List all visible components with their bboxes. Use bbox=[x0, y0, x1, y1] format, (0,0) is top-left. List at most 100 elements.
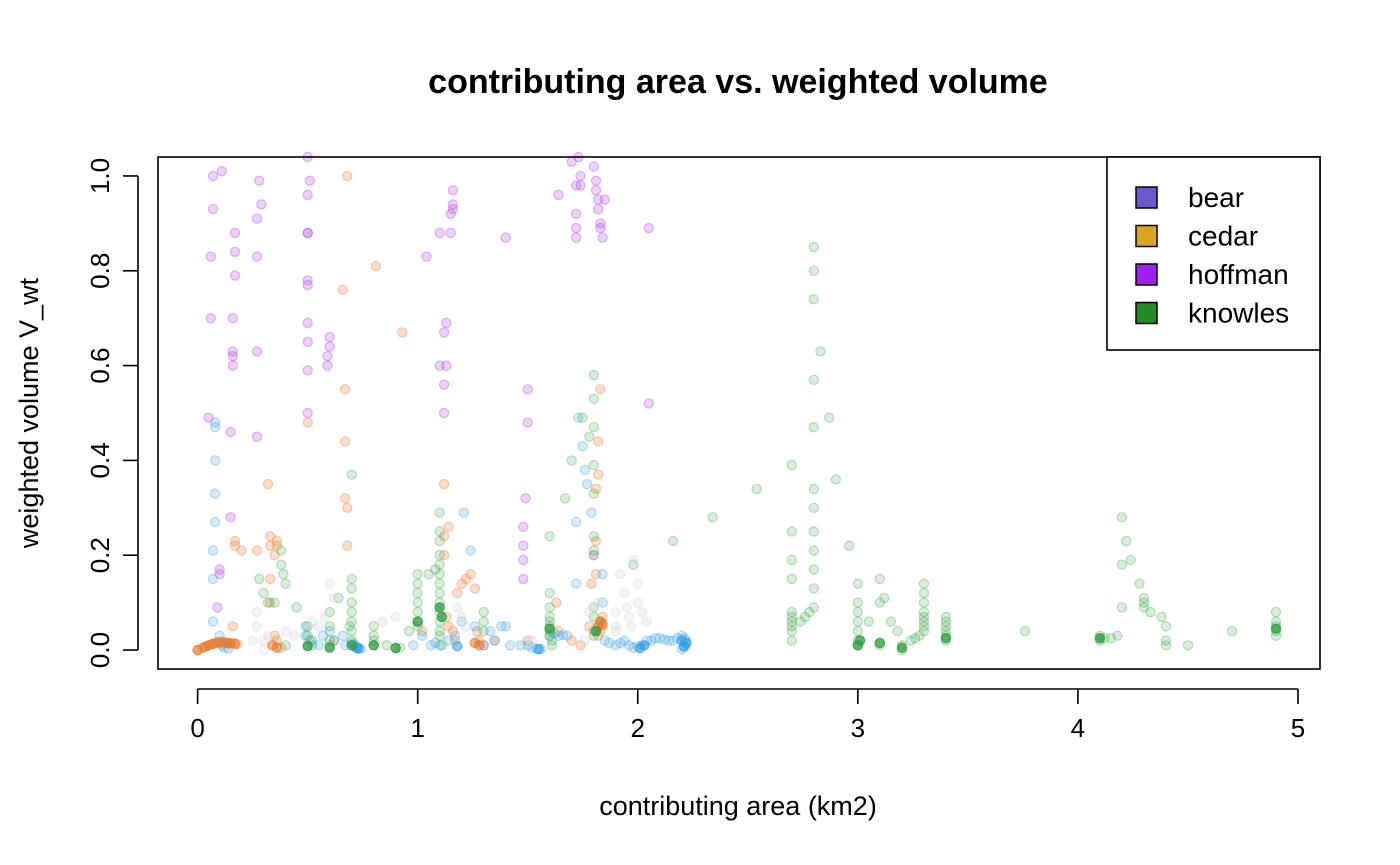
legend-label-cedar: cedar bbox=[1188, 221, 1258, 252]
data-point bbox=[1182, 640, 1194, 651]
data-point bbox=[522, 417, 533, 428]
data-point bbox=[544, 531, 555, 542]
data-point bbox=[544, 587, 555, 599]
data-point bbox=[874, 597, 886, 608]
data-point bbox=[570, 232, 582, 243]
data-point bbox=[262, 630, 274, 642]
data-point bbox=[590, 483, 602, 495]
data-point bbox=[302, 621, 313, 632]
data-point bbox=[852, 616, 864, 627]
data-point bbox=[227, 360, 238, 371]
data-point bbox=[504, 640, 516, 651]
data-point bbox=[276, 559, 287, 570]
data-point bbox=[570, 578, 582, 589]
data-point bbox=[344, 621, 355, 632]
data-point bbox=[434, 630, 445, 642]
data-point bbox=[940, 616, 952, 627]
data-point bbox=[251, 545, 263, 556]
data-point bbox=[533, 643, 544, 655]
data-point bbox=[390, 642, 401, 654]
data-point bbox=[412, 606, 423, 618]
data-point bbox=[271, 642, 282, 653]
data-point bbox=[434, 569, 445, 580]
data-point bbox=[436, 640, 448, 651]
data-point bbox=[229, 246, 241, 257]
data-point bbox=[207, 545, 219, 556]
data-point bbox=[328, 592, 340, 604]
data-point bbox=[434, 227, 445, 239]
data-point bbox=[918, 578, 930, 589]
data-point bbox=[650, 633, 661, 644]
data-point bbox=[786, 616, 798, 627]
data-point bbox=[588, 459, 600, 471]
data-point bbox=[588, 161, 600, 172]
data-point bbox=[566, 635, 577, 646]
data-point bbox=[1125, 554, 1136, 566]
data-point bbox=[786, 611, 798, 623]
data-point bbox=[302, 365, 313, 376]
data-point bbox=[434, 559, 445, 570]
data-point bbox=[324, 341, 335, 352]
data-point bbox=[421, 251, 432, 262]
data-point bbox=[280, 640, 291, 651]
x-tick-label: 3 bbox=[851, 713, 865, 743]
data-point bbox=[460, 573, 472, 585]
data-point bbox=[254, 175, 265, 186]
data-point bbox=[786, 625, 798, 637]
data-point bbox=[559, 493, 571, 504]
data-point bbox=[643, 398, 655, 409]
data-point bbox=[641, 616, 652, 627]
data-point bbox=[1112, 630, 1123, 642]
data-point bbox=[412, 578, 423, 589]
data-point bbox=[302, 630, 313, 642]
data-point bbox=[562, 630, 573, 642]
series-knowles bbox=[254, 241, 1282, 656]
data-point bbox=[452, 587, 463, 599]
data-point bbox=[469, 583, 481, 594]
data-point bbox=[707, 512, 718, 523]
data-point bbox=[225, 426, 236, 438]
data-point bbox=[610, 606, 622, 618]
data-point bbox=[478, 625, 489, 637]
data-point bbox=[346, 640, 357, 651]
data-point bbox=[597, 232, 608, 243]
data-point bbox=[852, 597, 864, 608]
data-point bbox=[313, 621, 324, 632]
data-point bbox=[795, 616, 806, 627]
data-point bbox=[346, 625, 357, 637]
data-point bbox=[896, 642, 908, 653]
data-point bbox=[397, 327, 408, 338]
data-point bbox=[456, 578, 467, 589]
data-point bbox=[1116, 602, 1128, 613]
data-point bbox=[518, 573, 529, 585]
data-point bbox=[610, 621, 622, 632]
data-point bbox=[460, 621, 472, 632]
data-point bbox=[588, 550, 600, 561]
data-point bbox=[786, 554, 798, 566]
data-point bbox=[324, 578, 335, 589]
data-point bbox=[324, 331, 335, 343]
data-point bbox=[588, 488, 600, 499]
data-point bbox=[597, 597, 608, 608]
data-point bbox=[207, 573, 219, 585]
data-point bbox=[597, 618, 608, 630]
data-point bbox=[557, 629, 569, 641]
data-point bbox=[225, 512, 236, 523]
data-point bbox=[570, 516, 582, 528]
data-point bbox=[628, 554, 639, 566]
data-point bbox=[1121, 535, 1132, 547]
legend-label-bear: bear bbox=[1188, 182, 1244, 213]
y-axis: 0.0 0.2 0.4 0.6 0.8 1.0 bbox=[85, 158, 139, 668]
data-point bbox=[456, 616, 467, 627]
data-point bbox=[254, 573, 265, 585]
data-point bbox=[445, 227, 456, 239]
data-point bbox=[623, 611, 635, 623]
data-point bbox=[799, 611, 811, 623]
data-point bbox=[205, 251, 216, 262]
data-point bbox=[522, 640, 533, 651]
series-cedar-dense bbox=[192, 616, 608, 656]
data-point bbox=[786, 459, 798, 471]
y-axis-label: weighted volume V_wt bbox=[14, 277, 44, 549]
data-point bbox=[575, 180, 586, 191]
